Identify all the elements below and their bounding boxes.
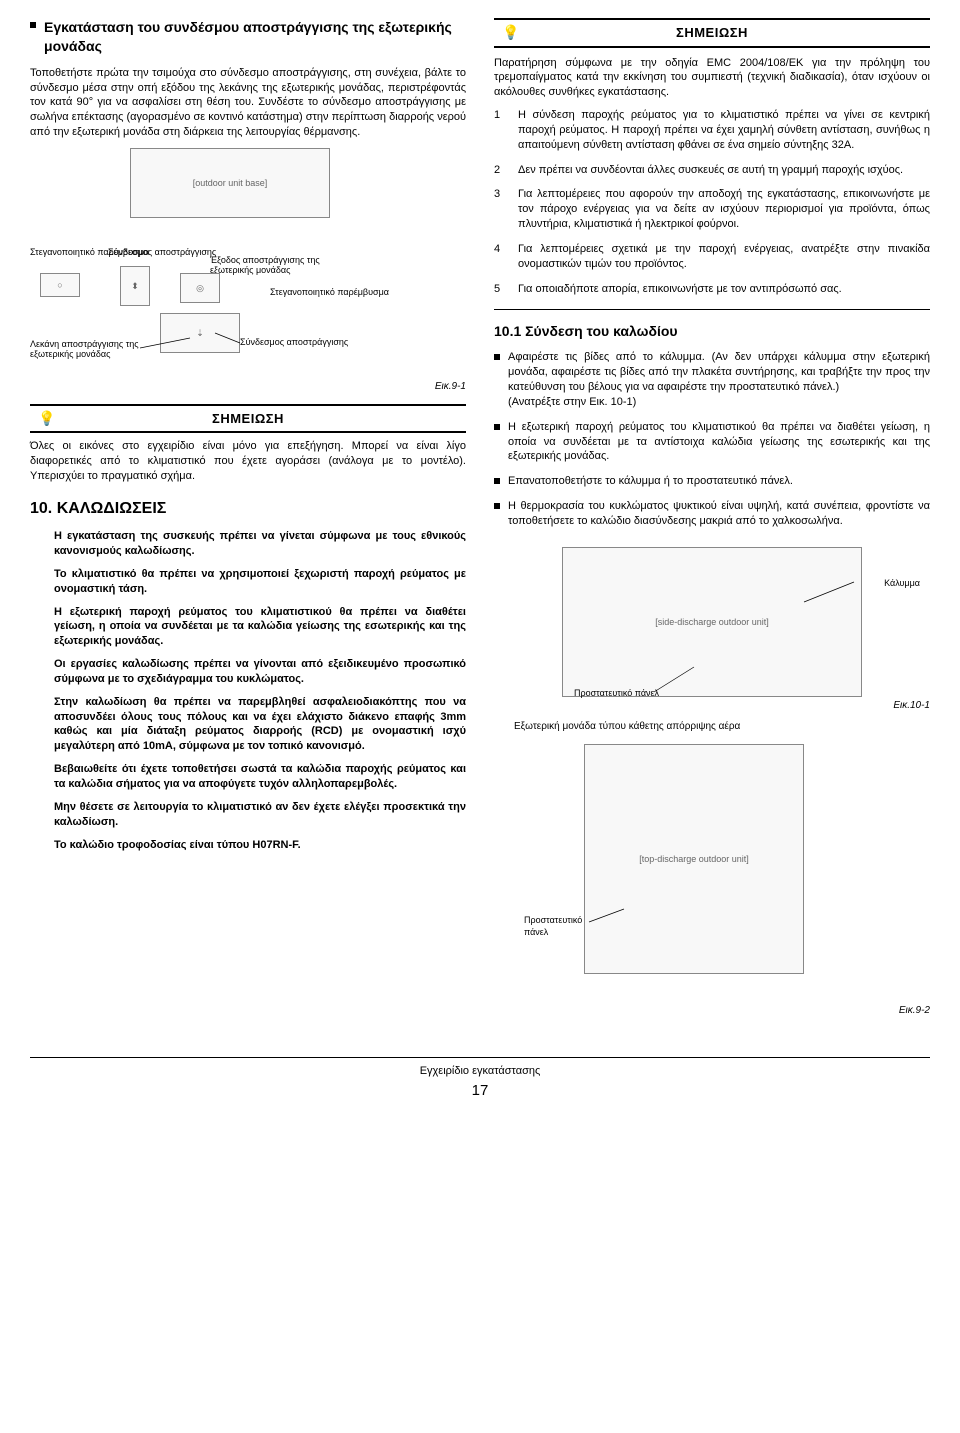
num-item-2: Δεν πρέπει να συνδέονται άλλες συσκευές … <box>518 163 930 178</box>
note-box-right: 💡 ΣΗΜΕΙΩΣΗ <box>494 18 930 48</box>
figure-9-2: [top-discharge outdoor unit] Προστατευτι… <box>494 744 930 974</box>
wiring-p5: Βεβαιωθείτε ότι έχετε τοποθετήσει σωστά … <box>54 762 466 792</box>
num-3: 3 <box>494 187 518 232</box>
figure-9-1: [outdoor unit base] Στεγανοποιητικό παρέ… <box>30 148 466 378</box>
num-1: 1 <box>494 108 518 153</box>
wiring-p7: Το καλώδιο τροφοδοσίας είναι τύπου H07RN… <box>54 838 466 853</box>
bullet-icon <box>494 354 500 360</box>
note-text-left: Όλες οι εικόνες στο εγχειρίδιο είναι μόν… <box>30 439 466 484</box>
numbered-list: 1Η σύνδεση παροχής ρεύματος για το κλιμα… <box>494 108 930 296</box>
note-intro-right: Παρατήρηση σύμφωνα με την οδηγία EMC 200… <box>494 56 930 101</box>
num-item-4: Για λεπτομέρειες σχετικά με την παροχή ε… <box>518 242 930 272</box>
bullet-3: Η θερμοκρασία του κυκλώματος ψυκτικού εί… <box>508 499 930 529</box>
bullet-icon <box>494 424 500 430</box>
num-item-3: Για λεπτομέρειες που αφορούν την αποδοχή… <box>518 187 930 232</box>
num-item-5: Για οποιαδήποτε απορία, επικοινωνήστε με… <box>518 282 930 297</box>
fig-9-1-caption: Εικ.9-1 <box>30 380 466 394</box>
num-4: 4 <box>494 242 518 272</box>
wiring-p1: Το κλιματιστικό θα πρέπει να χρησιμοποιε… <box>54 567 466 597</box>
page-number: 17 <box>30 1081 930 1101</box>
num-2: 2 <box>494 163 518 178</box>
sub-10-1-title: 10.1 Σύνδεση του καλωδίου <box>494 322 930 341</box>
wiring-p4: Στην καλωδίωση θα πρέπει να παρεμβληθεί … <box>54 695 466 754</box>
fig-9-2-caption: Εικ.9-2 <box>494 1004 930 1018</box>
bullet-1: Η εξωτερική παροχή ρεύματος του κλιματισ… <box>508 420 930 465</box>
bulb-icon: 💡 <box>38 409 55 428</box>
wiring-p6: Μην θέσετε σε λειτουργία το κλιματιστικό… <box>54 800 466 830</box>
footer-title: Εγχειρίδιο εγκατάστασης <box>30 1064 930 1079</box>
note-title-left: ΣΗΜΕΙΩΣΗ <box>212 410 284 428</box>
left-para1: Τοποθετήστε πρώτα την τσιμούχα στο σύνδε… <box>30 66 466 140</box>
note-box-left: 💡 ΣΗΜΕΙΩΣΗ Όλες οι εικόνες στο εγχειρίδι… <box>30 404 466 484</box>
bullet-0: Αφαιρέστε τις βίδες από το κάλυμμα. (Αν … <box>508 350 930 409</box>
bullet-icon <box>494 478 500 484</box>
unit-type-caption: Εξωτερική μονάδα τύπου κάθετης απόρριψης… <box>514 720 930 734</box>
bulb-icon: 💡 <box>502 23 519 42</box>
num-item-1: Η σύνδεση παροχής ρεύματος για το κλιματ… <box>518 108 930 153</box>
page-footer: Εγχειρίδιο εγκατάστασης 17 <box>30 1057 930 1107</box>
section-10-title: 10. ΚΑΛΩΔΙΩΣΕΙΣ <box>30 498 466 520</box>
bullet-2: Επανατοποθετήστε το κάλυμμα ή το προστατ… <box>508 474 930 489</box>
note-title-right: ΣΗΜΕΙΩΣΗ <box>676 24 748 42</box>
wiring-p2: Η εξωτερική παροχή ρεύματος του κλιματισ… <box>54 605 466 650</box>
left-heading: Εγκατάσταση του συνδέσμου αποστράγγισης … <box>44 18 466 56</box>
wiring-p0: Η εγκατάσταση της συσκευής πρέπει να γίν… <box>54 529 466 559</box>
wiring-p3: Οι εργασίες καλωδίωσης πρέπει να γίνοντα… <box>54 657 466 687</box>
bullet-icon <box>494 503 500 509</box>
bullet-icon <box>30 22 36 28</box>
num-5: 5 <box>494 282 518 297</box>
figure-10-1: [side-discharge outdoor unit] Κάλυμμα Πρ… <box>494 547 930 697</box>
